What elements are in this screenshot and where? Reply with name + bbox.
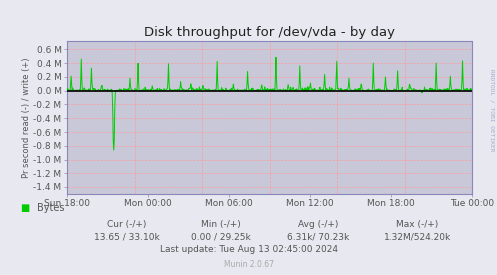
Text: Min (-/+): Min (-/+) [201,220,241,229]
Text: 0.00 / 29.25k: 0.00 / 29.25k [191,233,251,241]
Text: 13.65 / 33.10k: 13.65 / 33.10k [94,233,160,241]
Text: Munin 2.0.67: Munin 2.0.67 [224,260,273,269]
Text: RRDTOOL / TOBI OETIKER: RRDTOOL / TOBI OETIKER [490,69,495,151]
Text: 6.31k/ 70.23k: 6.31k/ 70.23k [287,233,349,241]
Text: Cur (-/+): Cur (-/+) [107,220,147,229]
Text: 1.32M/524.20k: 1.32M/524.20k [384,233,451,241]
Text: Avg (-/+): Avg (-/+) [298,220,338,229]
Title: Disk throughput for /dev/vda - by day: Disk throughput for /dev/vda - by day [144,26,395,39]
Text: ■: ■ [20,203,29,213]
Text: Last update: Tue Aug 13 02:45:00 2024: Last update: Tue Aug 13 02:45:00 2024 [160,245,337,254]
Text: Bytes: Bytes [37,203,65,213]
Text: Max (-/+): Max (-/+) [396,220,439,229]
Y-axis label: Pr second read (-) / write (+): Pr second read (-) / write (+) [21,57,30,178]
